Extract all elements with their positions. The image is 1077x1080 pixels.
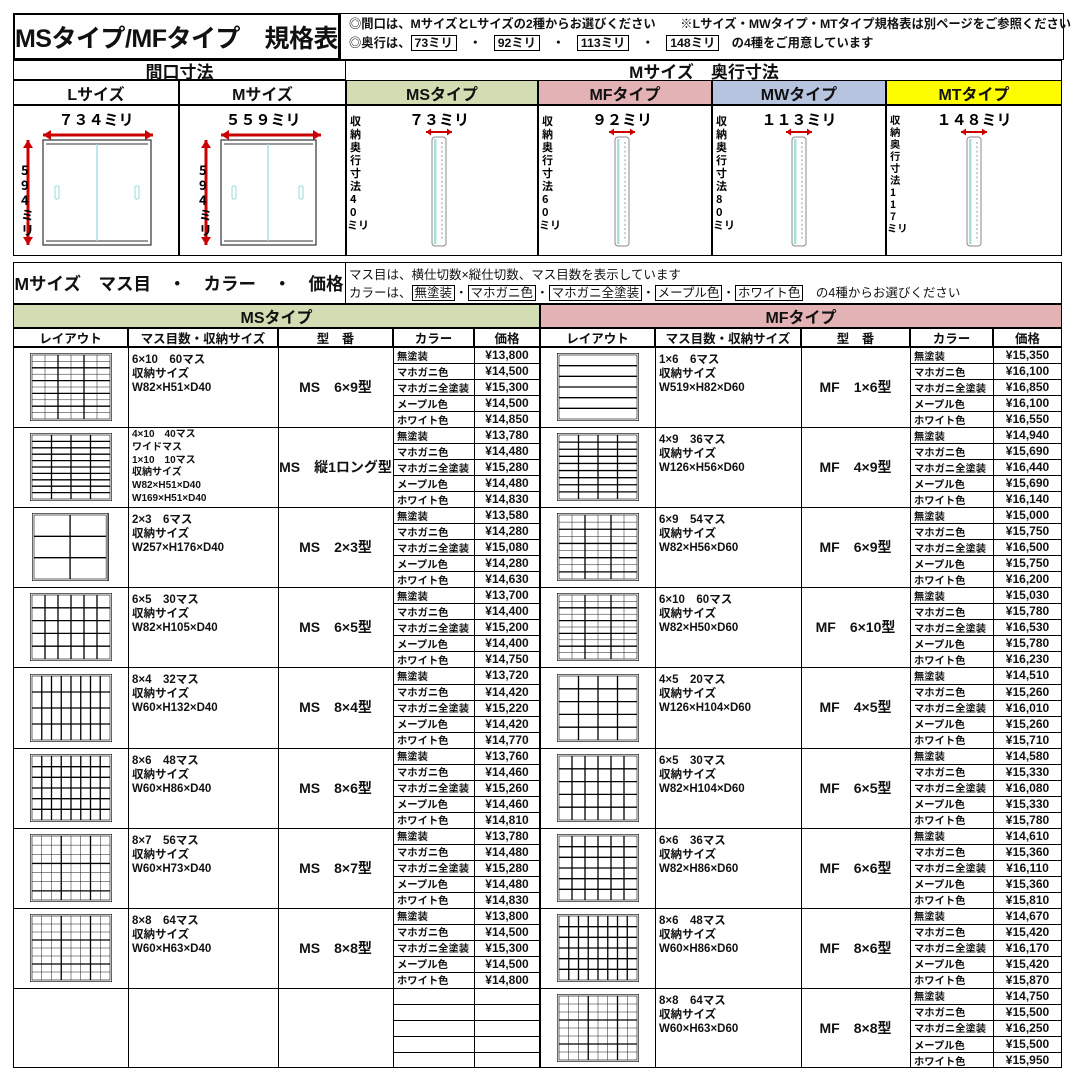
svg-text:１４８ミリ: １４８ミリ	[936, 109, 1011, 130]
svg-text:ミリ: ミリ	[347, 217, 369, 233]
svg-text:リ: リ	[199, 220, 212, 239]
svg-text:ミリ: ミリ	[713, 217, 735, 233]
svg-text:ミリ: ミリ	[539, 217, 561, 233]
svg-text:９２ミリ: ９２ミリ	[592, 109, 652, 130]
svg-text:７３４ミリ: ７３４ミリ	[58, 109, 133, 130]
svg-text:ミリ: ミリ	[887, 220, 908, 235]
svg-text:５５９ミリ: ５５９ミリ	[225, 109, 300, 130]
svg-text:７３ミリ: ７３ミリ	[409, 109, 469, 130]
svg-text:リ: リ	[21, 220, 34, 239]
svg-text:１１３ミリ: １１３ミリ	[761, 109, 836, 130]
